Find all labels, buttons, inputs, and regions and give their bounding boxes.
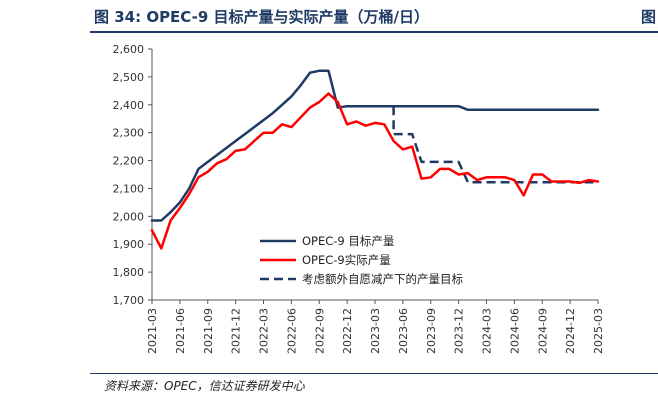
x-tick-label: 2023-06 (397, 308, 410, 354)
chart-title: 图 34: OPEC-9 目标产量与实际产量（万桶/日） (94, 8, 430, 26)
x-tick-label: 2024-03 (481, 308, 494, 354)
legend-label-1: OPEC-9实际产量 (302, 253, 391, 267)
series-layer (150, 69, 600, 250)
x-tick-label: 2024-12 (564, 308, 577, 354)
x-tick-label: 2021-12 (230, 308, 243, 354)
y-tick-label: 1,900 (113, 238, 145, 251)
x-axis: 2021-03 2021-06 2021-09 2021-12 2022-03 2022-… (146, 299, 605, 354)
series-line-1 (150, 92, 600, 250)
y-tick-label: 1,700 (113, 294, 145, 307)
title-rule (90, 31, 658, 33)
y-tick-label: 2,200 (113, 155, 145, 168)
series-line-0 (150, 69, 600, 222)
y-tick-label: 2,300 (113, 127, 145, 140)
x-tick-label: 2024-06 (508, 308, 521, 354)
x-tick-label: 2023-09 (425, 308, 438, 354)
x-tick-label: 2022-06 (285, 308, 298, 354)
x-tick-label: 2022-09 (313, 308, 326, 354)
x-tick-label: 2023-03 (369, 308, 382, 354)
corner-mark: 图 (640, 8, 656, 26)
x-tick-label: 2022-12 (341, 308, 354, 354)
legend-label-2: 考虑额外自愿减产下的产量目标 (302, 272, 463, 286)
y-axis: 1,700 1,800 1,900 2,000 2,100 2,200 2,300 2,400… (113, 43, 153, 307)
x-tick-label: 2021-09 (202, 308, 215, 354)
x-tick-label: 2021-06 (174, 308, 187, 354)
series-line-2 (392, 106, 598, 184)
x-tick-label: 2021-03 (146, 308, 159, 354)
x-tick-label: 2025-03 (592, 308, 605, 354)
y-tick-label: 2,100 (113, 182, 145, 195)
x-tick-label: 2022-03 (258, 308, 271, 354)
legend-label-0: OPEC-9 目标产量 (302, 234, 394, 248)
chart-canvas: 1,700 1,800 1,900 2,000 2,100 2,200 2,300 2,400… (113, 43, 606, 354)
footer-rule (90, 373, 658, 374)
y-tick-label: 2,500 (113, 71, 145, 84)
y-tick-label: 2,000 (113, 210, 145, 223)
x-tick-label: 2024-09 (536, 308, 549, 354)
source-note: 资料来源：OPEC，信达证券研发中心 (104, 379, 305, 393)
y-tick-label: 1,800 (113, 266, 145, 279)
x-tick-label: 2023-12 (453, 308, 466, 354)
y-tick-label: 2,400 (113, 99, 145, 112)
y-tick-label: 2,600 (113, 43, 145, 56)
